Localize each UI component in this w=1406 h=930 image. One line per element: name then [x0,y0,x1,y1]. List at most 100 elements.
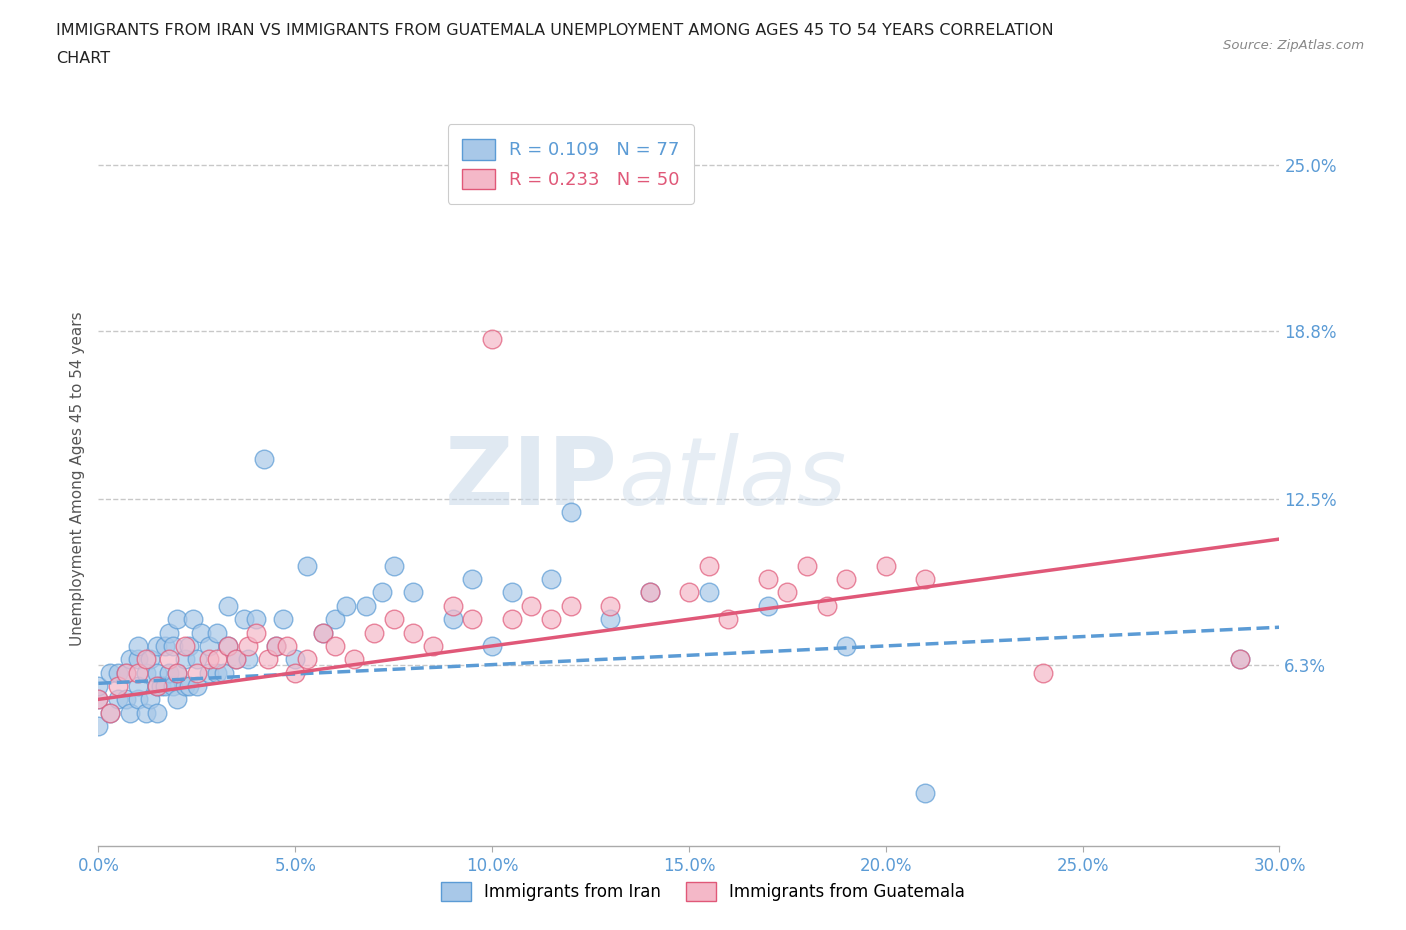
Point [560,505,582,520]
Point [197,652,219,667]
Point [776,585,799,600]
Point [166,665,188,680]
Text: ZIP: ZIP [446,433,619,525]
Point [540,612,562,627]
Point [501,612,523,627]
Point [115,665,138,680]
Point [295,558,318,573]
Point [225,652,247,667]
Point [256,652,278,667]
Point [276,639,298,654]
Point [697,558,720,573]
Point [87,719,110,734]
Point [461,612,484,627]
Point [146,679,169,694]
Point [146,665,169,680]
Point [756,598,779,613]
Point [501,585,523,600]
Point [295,652,318,667]
Point [166,665,188,680]
Point [312,625,335,640]
Point [146,639,169,654]
Point [107,665,129,680]
Point [138,652,160,667]
Point [98,665,121,680]
Point [162,679,184,694]
Point [354,598,377,613]
Point [481,639,503,654]
Point [835,639,858,654]
Legend: Immigrants from Iran, Immigrants from Guatemala: Immigrants from Iran, Immigrants from Gu… [434,875,972,908]
Point [135,705,157,720]
Point [127,679,149,694]
Point [875,558,897,573]
Point [402,625,425,640]
Point [166,612,188,627]
Point [233,612,256,627]
Point [155,639,177,654]
Point [118,705,141,720]
Point [98,705,121,720]
Point [264,639,287,654]
Point [422,639,444,654]
Point [638,585,661,600]
Point [371,585,394,600]
Y-axis label: Unemployment Among Ages 45 to 54 years: Unemployment Among Ages 45 to 54 years [69,312,84,646]
Point [1032,665,1054,680]
Point [914,572,936,587]
Point [253,451,276,466]
Point [127,665,149,680]
Point [815,598,838,613]
Point [186,652,208,667]
Text: IMMIGRANTS FROM IRAN VS IMMIGRANTS FROM GUATEMALA UNEMPLOYMENT AMONG AGES 45 TO : IMMIGRANTS FROM IRAN VS IMMIGRANTS FROM … [56,23,1054,38]
Point [697,585,720,600]
Point [135,652,157,667]
Point [135,665,157,680]
Point [174,679,197,694]
Text: CHART: CHART [56,51,110,66]
Point [363,625,385,640]
Point [217,639,239,654]
Point [197,639,219,654]
Point [284,665,307,680]
Point [217,639,239,654]
Point [217,598,239,613]
Point [245,612,267,627]
Point [150,679,173,694]
Point [98,705,121,720]
Point [796,558,818,573]
Point [520,598,543,613]
Point [1229,652,1251,667]
Point [441,598,464,613]
Point [107,679,129,694]
Point [127,692,149,707]
Point [181,612,204,627]
Point [678,585,700,600]
Point [166,692,188,707]
Point [155,679,177,694]
Point [560,598,582,613]
Point [162,639,184,654]
Point [186,665,208,680]
Point [186,679,208,694]
Point [177,639,200,654]
Point [599,612,621,627]
Point [146,679,169,694]
Point [127,652,149,667]
Point [402,585,425,600]
Point [273,612,295,627]
Point [461,572,484,587]
Point [174,652,197,667]
Point [157,652,180,667]
Point [236,652,259,667]
Point [382,558,405,573]
Point [177,679,200,694]
Point [236,639,259,654]
Point [115,692,138,707]
Point [138,692,160,707]
Text: Source: ZipAtlas.com: Source: ZipAtlas.com [1223,39,1364,52]
Point [225,652,247,667]
Point [214,665,236,680]
Point [115,665,138,680]
Point [756,572,779,587]
